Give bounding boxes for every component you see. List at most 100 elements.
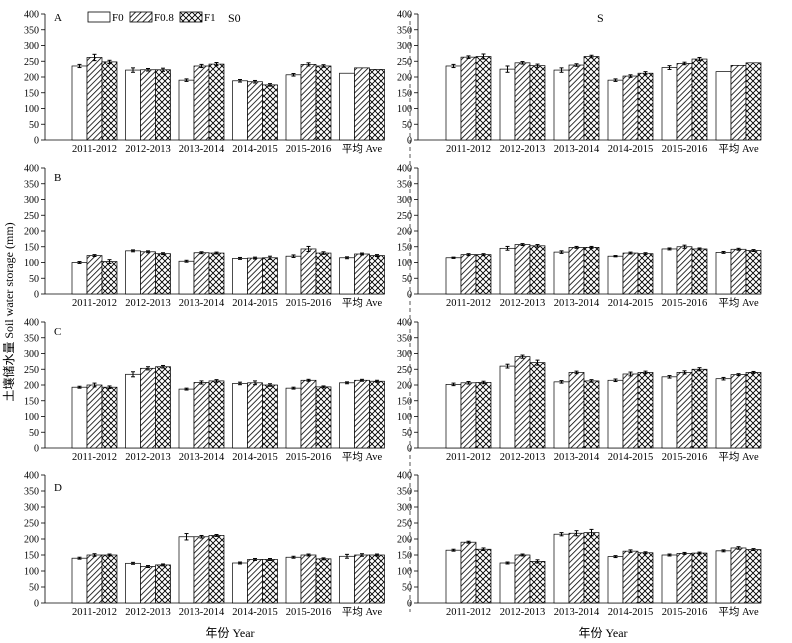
bar-f08 <box>730 374 747 449</box>
x-tick-label: 2013-2014 <box>554 452 600 463</box>
bar-f1 <box>583 247 600 295</box>
panel-c-s0: 0 50 100 150 200 250 300 350 400 2011-2012 2012-20… <box>24 318 385 463</box>
bar-f0 <box>553 381 570 449</box>
panel-b-s0: 0 50 100 150 200 250 300 350 400 2011-2012 2012-20… <box>24 164 385 309</box>
bar-f0 <box>715 71 732 141</box>
panel-c-s: 0501001502002503003504002011-20122012-20… <box>397 318 762 463</box>
bar-f0 <box>339 72 355 141</box>
bar-f1 <box>475 382 492 449</box>
bar-f1 <box>262 559 278 604</box>
y-tick-label: 300 <box>24 349 39 360</box>
bar-f08 <box>514 62 531 141</box>
bar-f1 <box>101 554 118 604</box>
x-tick-label: 2014-2015 <box>232 452 278 463</box>
legend-label-f0: F0 <box>112 12 124 24</box>
bar-f0 <box>499 365 516 449</box>
y-tick-label: 50 <box>29 583 39 594</box>
bar-f08 <box>460 382 477 449</box>
bar-f08 <box>730 547 747 604</box>
bar-f08 <box>568 64 585 141</box>
bar-f0 <box>715 550 732 604</box>
bar-f0 <box>661 67 678 141</box>
bar-f1 <box>101 386 118 449</box>
panel-d-s: 0501001502002503003504002011-20122012-20… <box>397 471 762 618</box>
x-axis-label-left: 年份 Year <box>205 626 254 640</box>
y-tick-label: 0 <box>34 599 39 610</box>
y-tick-label: 250 <box>397 519 412 530</box>
bar-f08 <box>300 248 317 295</box>
bar-f0 <box>339 257 355 295</box>
y-tick-label: 350 <box>24 333 39 344</box>
y-tick-label: 200 <box>24 73 39 84</box>
x-tick-label: 2013-2014 <box>179 144 225 155</box>
panel-a-s: 0501001502002503003504002011-20122012-20… <box>397 10 762 155</box>
y-tick-label: 350 <box>397 179 412 190</box>
bar-f1 <box>475 254 492 295</box>
x-tick-label: 2014-2015 <box>232 607 278 618</box>
x-tick-label: 平均 Ave <box>718 451 759 463</box>
bar-f0 <box>715 378 732 449</box>
x-tick-label: 2013-2014 <box>179 607 225 618</box>
x-tick-label: 2015-2016 <box>662 607 708 618</box>
x-tick-label: 2011-2012 <box>446 607 491 618</box>
bar-f08 <box>86 255 103 295</box>
bar-f1 <box>208 63 225 141</box>
y-tick-label: 350 <box>24 25 39 36</box>
bar-f1 <box>262 84 278 141</box>
bar-f1 <box>745 62 762 141</box>
bar-f1 <box>315 558 332 604</box>
bar-f0 <box>499 68 516 141</box>
x-tick-label: 2012-2013 <box>125 607 171 618</box>
x-tick-label: 平均 Ave <box>718 143 759 155</box>
y-tick-label: 300 <box>397 349 412 360</box>
bar-f08 <box>676 553 693 604</box>
bar-f1 <box>262 384 278 449</box>
x-tick-label: 2013-2014 <box>554 607 600 618</box>
bar-f08 <box>86 384 103 449</box>
plot-area: 0 50 100 150 200 250 300 350 400 2011-2012 2012-20… <box>24 10 762 618</box>
x-tick-label: 2015-2016 <box>286 298 332 309</box>
bar-f0 <box>445 549 462 604</box>
bar-f0 <box>285 556 302 604</box>
bar-f08 <box>354 554 370 604</box>
y-tick-label: 50 <box>29 120 39 131</box>
x-tick-label: 2015-2016 <box>286 452 332 463</box>
bar-f0 <box>661 248 678 295</box>
y-tick-label: 400 <box>24 164 39 175</box>
y-tick-label: 200 <box>397 535 412 546</box>
legend-swatch-f08 <box>129 11 153 23</box>
y-tick-label: 100 <box>397 412 412 423</box>
y-tick-label: 400 <box>24 318 39 329</box>
bar-f1 <box>101 61 118 141</box>
y-tick-label: 0 <box>34 290 39 301</box>
bar-f0 <box>125 250 141 295</box>
y-tick-label: 350 <box>24 179 39 190</box>
bar-f1 <box>529 561 546 604</box>
bar-f0 <box>607 255 624 295</box>
y-tick-label: 300 <box>397 41 412 52</box>
y-tick-label: 100 <box>397 258 412 269</box>
y-tick-label: 400 <box>397 10 412 21</box>
y-tick-label: 400 <box>24 10 39 21</box>
bar-f08 <box>514 356 531 449</box>
bar-f0 <box>232 383 248 449</box>
bar-f08 <box>622 75 639 141</box>
y-tick-label: 300 <box>24 503 39 514</box>
y-tick-label: 200 <box>24 227 39 238</box>
y-tick-label: 150 <box>397 242 412 253</box>
bar-f1 <box>529 65 546 141</box>
bar-f1 <box>637 372 654 449</box>
bar-f08 <box>730 248 747 295</box>
x-tick-label: 2014-2015 <box>232 298 278 309</box>
bar-f1 <box>155 564 171 604</box>
bar-f08 <box>676 246 693 295</box>
y-tick-label: 150 <box>397 396 412 407</box>
bar-f0 <box>499 562 516 604</box>
bar-f1 <box>745 372 762 449</box>
x-tick-label: 2015-2016 <box>286 607 332 618</box>
y-tick-label: 400 <box>24 471 39 482</box>
y-tick-label: 250 <box>24 519 39 530</box>
bar-f08 <box>568 247 585 295</box>
x-tick-label: 平均 Ave <box>718 606 759 618</box>
x-tick-label: 2012-2013 <box>500 452 546 463</box>
